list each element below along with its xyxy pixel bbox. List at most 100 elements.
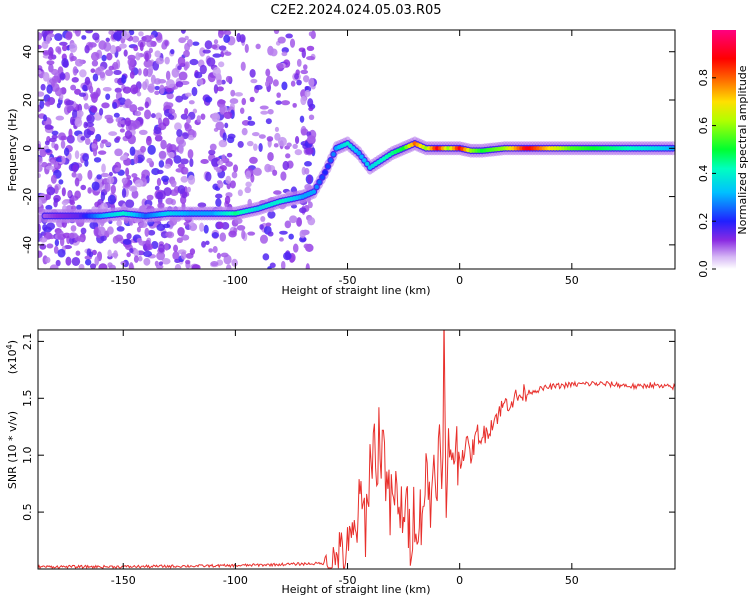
- heatmap-noise-cell: [265, 68, 271, 77]
- heatmap-noise-cell: [146, 194, 154, 201]
- heatmap-noise-cell: [265, 118, 272, 125]
- heatmap-noise-cell: [158, 150, 167, 159]
- heatmap-noise-cell: [266, 136, 274, 142]
- heatmap-noise-cell: [277, 136, 287, 147]
- heatmap-noise-cell: [259, 224, 264, 230]
- heatmap-noise-cell: [267, 210, 276, 219]
- heatmap-noise-cell: [76, 110, 84, 118]
- heatmap-noise-cell: [187, 149, 194, 159]
- heatmap-noise-cell: [63, 147, 70, 157]
- x-tick-label: 0: [456, 574, 463, 587]
- heatmap-noise-cell: [234, 92, 243, 97]
- heatmap-noise-cell: [154, 78, 162, 85]
- heatmap-noise-cell: [240, 61, 246, 71]
- heatmap-noise-cell: [180, 175, 189, 183]
- heatmap-noise-cell: [160, 139, 167, 150]
- heatmap-noise-cell: [199, 64, 207, 75]
- colorbar-tick-label: 0.0: [697, 260, 710, 278]
- heatmap-noise-cell: [154, 185, 160, 191]
- heatmap-noise-cell: [176, 237, 183, 244]
- heatmap-noise-cell: [191, 86, 198, 97]
- heatmap-noise-cell: [267, 266, 272, 269]
- heatmap-noise-cell: [237, 140, 244, 148]
- heatmap-noise-cell: [144, 101, 149, 109]
- heatmap-noise-cell: [269, 48, 278, 57]
- heatmap-noise-cell: [290, 80, 296, 87]
- heatmap-noise-cell: [43, 114, 48, 122]
- heatmap-noise-cell: [273, 30, 280, 35]
- heatmap-noise-cell: [162, 117, 170, 127]
- heatmap-noise-cell: [69, 116, 75, 126]
- heatmap-noise-cell: [94, 256, 100, 266]
- heatmap-noise-cell: [90, 51, 100, 61]
- heatmap-noise-cell: [154, 90, 160, 96]
- heatmap-noise-cell: [164, 56, 170, 65]
- heatmap-noise-cell: [183, 221, 190, 227]
- heatmap-noise-cell: [150, 113, 156, 119]
- heatmap-noise-cell: [211, 112, 221, 123]
- heatmap-noise-cell: [302, 75, 310, 83]
- heatmap-noise-cell: [267, 231, 274, 237]
- heatmap-noise-cell: [308, 114, 315, 121]
- heatmap-noise-cell: [230, 89, 236, 97]
- heatmap-noise-cell: [300, 69, 309, 75]
- heatmap-noise-cell: [280, 260, 286, 269]
- heatmap-noise-cell: [175, 95, 184, 103]
- heatmap-noise-cell: [41, 40, 49, 50]
- heatmap-noise-cell: [115, 136, 121, 141]
- heatmap-noise-cell: [308, 77, 315, 88]
- heatmap-noise-cell: [191, 264, 201, 269]
- heatmap-noise-cell: [170, 180, 177, 188]
- heatmap-noise-cell: [203, 224, 209, 234]
- heatmap-noise-cell: [123, 49, 128, 57]
- heatmap-ridge-core: [325, 164, 331, 169]
- heatmap-noise-cell: [40, 83, 46, 91]
- heatmap-noise-cell: [106, 226, 114, 235]
- heatmap-noise-cell: [213, 84, 219, 94]
- heatmap-noise-cell: [224, 122, 229, 129]
- heatmap-noise-cell: [267, 151, 274, 162]
- heatmap-noise-cell: [282, 160, 290, 171]
- heatmap-noise-cell: [244, 186, 252, 194]
- heatmap-noise-cell: [38, 44, 42, 50]
- heatmap-noise-cell: [165, 70, 171, 81]
- heatmap-noise-cell: [181, 234, 190, 241]
- heatmap-noise-cell: [57, 248, 66, 258]
- heatmap-noise-cell: [175, 81, 184, 88]
- heatmap-noise-cell: [104, 182, 111, 193]
- heatmap-noise-cell: [158, 261, 164, 266]
- heatmap-noise-cell: [189, 248, 196, 255]
- heatmap-noise-cell: [78, 92, 87, 97]
- heatmap-noise-cell: [91, 143, 97, 149]
- heatmap-noise-cell: [75, 250, 81, 256]
- heatmap-noise-cell: [228, 230, 237, 238]
- heatmap-noise-cell: [192, 130, 197, 138]
- heatmap-noise-cell: [99, 108, 104, 116]
- heatmap-noise-cell: [92, 73, 99, 82]
- heatmap-noise-cell: [51, 75, 60, 84]
- heatmap-noise-cell: [307, 174, 312, 184]
- heatmap-x-label: Height of straight line (km): [281, 284, 430, 297]
- heatmap-noise-cell: [196, 78, 204, 86]
- y-tick-label: -20: [21, 188, 34, 206]
- heatmap-noise-cell: [300, 128, 309, 136]
- heatmap-noise-cell: [158, 160, 165, 168]
- heatmap-noise-cell: [187, 174, 196, 185]
- heatmap-noise-cell: [216, 252, 221, 260]
- heatmap-noise-cell: [177, 65, 182, 71]
- heatmap-noise-cell: [39, 99, 45, 110]
- heatmap-noise-cell: [304, 167, 310, 175]
- heatmap-noise-cell: [264, 163, 272, 173]
- y-tick-label: 0: [21, 145, 34, 152]
- snr-y-label: SNR (10 * v/v): [6, 411, 19, 489]
- svg-text:(x104): (x104): [5, 340, 19, 374]
- heatmap-noise-cell: [42, 224, 48, 231]
- heatmap-noise-cell: [216, 86, 224, 92]
- heatmap-noise-cell: [128, 185, 138, 192]
- heatmap-noise-cell: [226, 152, 233, 158]
- heatmap-noise-cell: [200, 113, 206, 120]
- heatmap-noise-cell: [104, 141, 112, 147]
- heatmap-noise-cell: [272, 79, 279, 87]
- heatmap-noise-cell: [49, 264, 59, 269]
- heatmap-noise-cell: [38, 91, 45, 97]
